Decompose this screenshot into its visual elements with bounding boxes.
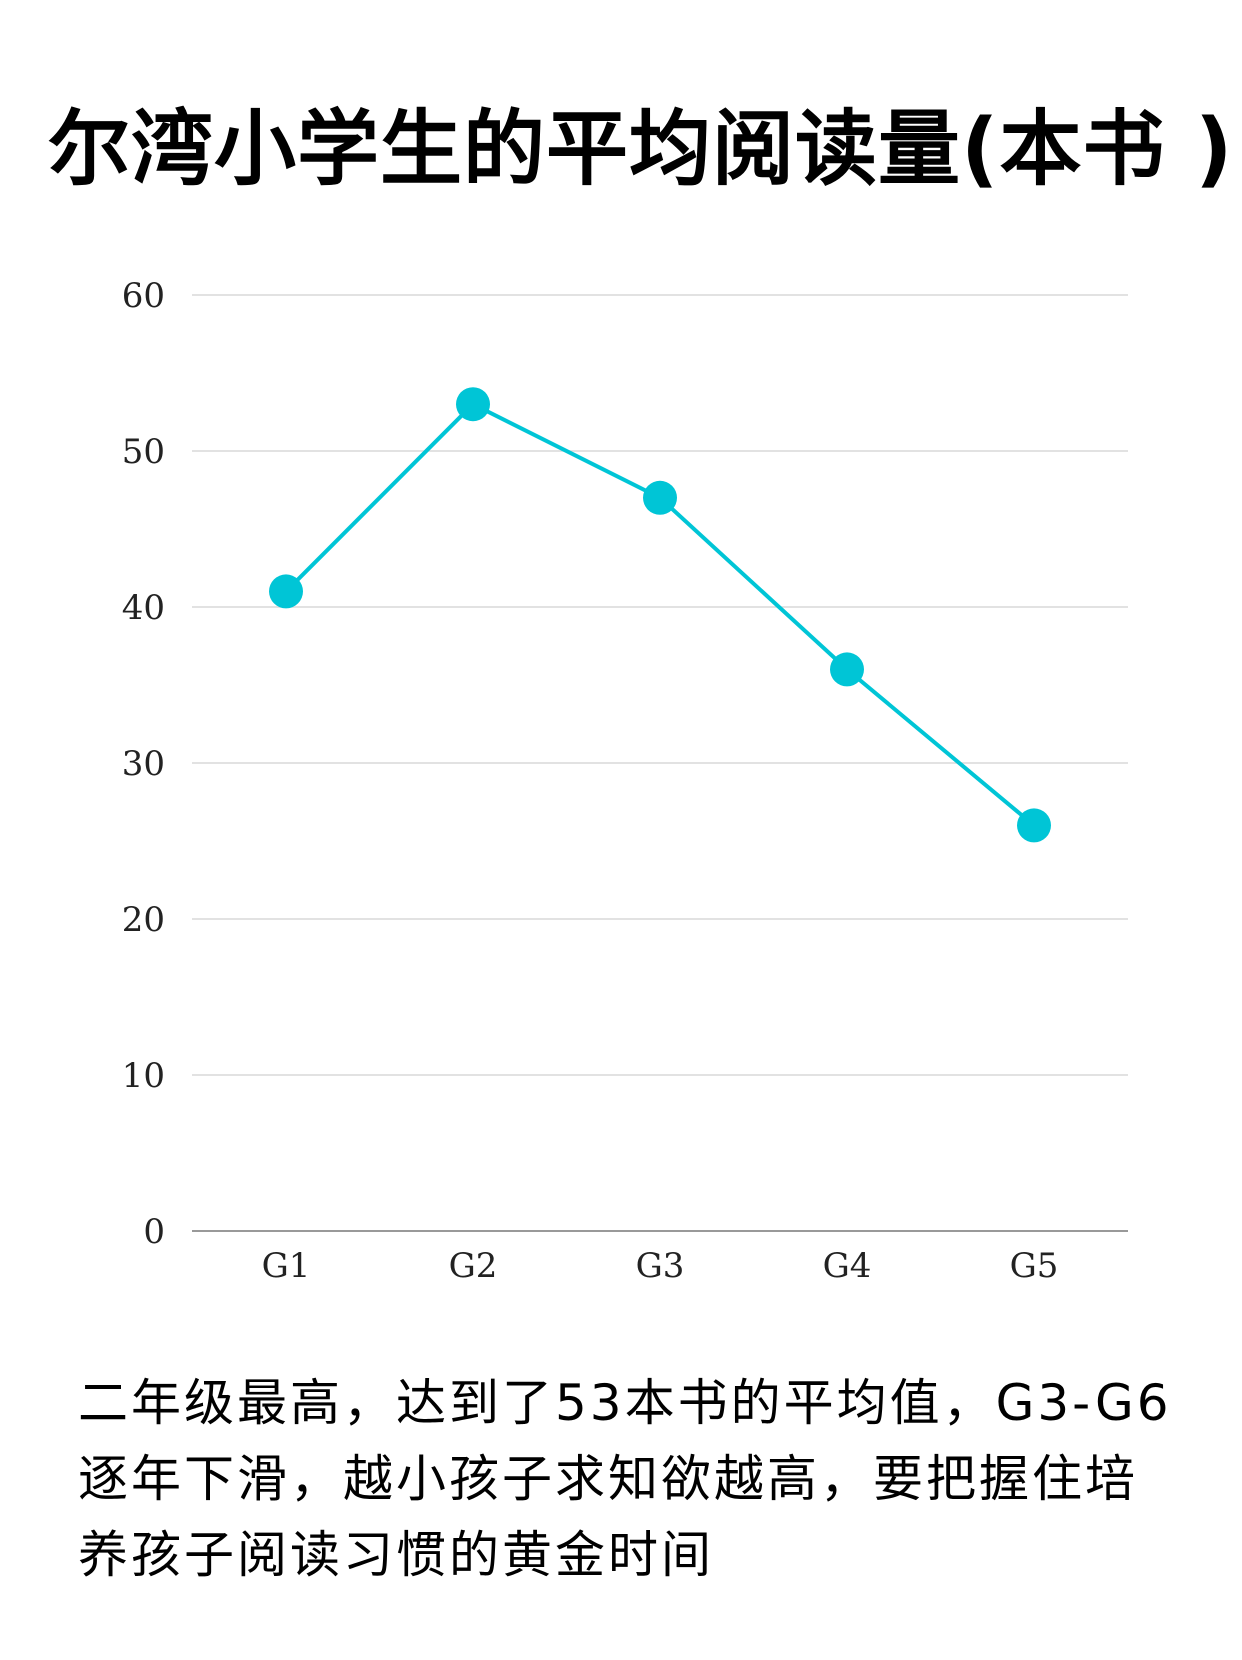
- x-tick-label-g3: G3: [636, 1246, 685, 1286]
- y-tick-label-40: 40: [122, 588, 165, 628]
- y-axis-tick-labels: 0 10 20 30 40 50 60: [122, 276, 165, 1252]
- x-tick-label-g2: G2: [449, 1246, 498, 1286]
- data-point-g1: [269, 574, 303, 609]
- x-axis-tick-labels: G1 G2 G3 G4 G5: [262, 1246, 1059, 1286]
- chart-title: 尔湾小学生的平均阅读量(本书 ): [48, 102, 1234, 197]
- data-point-g3: [643, 480, 677, 515]
- y-tick-label-50: 50: [122, 432, 165, 472]
- chart-caption: 二年级最高，达到了53本书的平均值，G3-G6逐年下滑，越小孩子求知欲越高，要把…: [78, 1374, 1172, 1584]
- grid-lines: [192, 294, 1128, 1232]
- data-point-g4: [830, 652, 864, 687]
- series-layer: [269, 387, 1051, 843]
- series-line-0: [284, 402, 1036, 827]
- x-tick-label-g4: G4: [823, 1246, 872, 1286]
- x-tick-label-g5: G5: [1010, 1246, 1059, 1286]
- x-tick-label-g1: G1: [262, 1246, 311, 1286]
- y-tick-label-10: 10: [122, 1056, 165, 1096]
- data-point-g2: [456, 387, 490, 422]
- y-tick-label-20: 20: [122, 900, 165, 940]
- y-tick-label-30: 30: [122, 744, 165, 784]
- y-tick-label-60: 60: [122, 276, 165, 316]
- y-tick-label-0: 0: [143, 1212, 165, 1252]
- data-point-g5: [1017, 808, 1051, 843]
